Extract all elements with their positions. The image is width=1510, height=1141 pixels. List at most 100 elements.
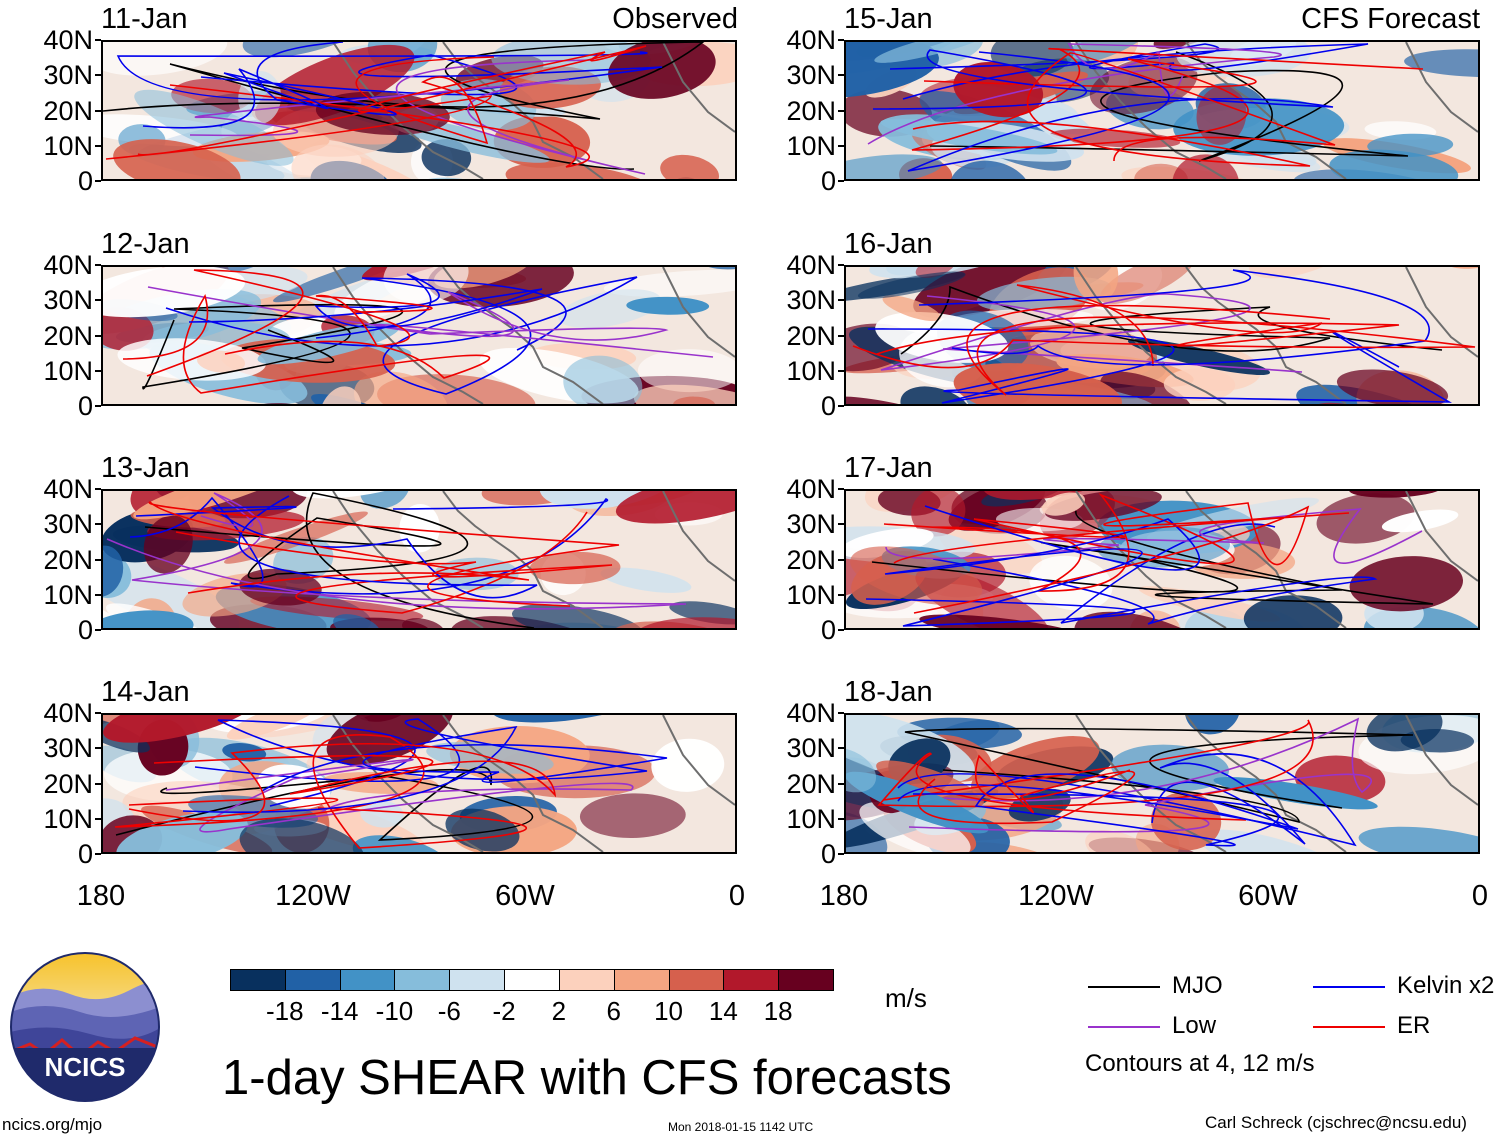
axis-tick (95, 558, 101, 561)
axis-tick (95, 747, 101, 750)
axis-tick (838, 782, 844, 785)
shear-field (103, 42, 735, 179)
panel-date-label: 18-Jan (844, 676, 933, 708)
colorbar-swatch (723, 969, 780, 991)
colorbar-level-label: -6 (437, 996, 461, 1026)
colorbar-level-label: -2 (492, 996, 516, 1026)
colorbar-level-label: -18 (266, 996, 304, 1026)
panel-date-label: 13-Jan (101, 452, 190, 484)
legend-label: Low (1172, 1012, 1217, 1039)
colorbar-swatch (504, 969, 560, 991)
colorbar-swatch (394, 969, 451, 991)
latitude-label: 0 (820, 839, 836, 869)
latitude-label: 10N (786, 355, 836, 386)
longitude-label: 180 (76, 880, 126, 912)
colorbar-level-label: 18 (763, 996, 793, 1026)
legend-note: Contours at 4, 12 m/s (1085, 1050, 1315, 1077)
contour-line (883, 493, 1235, 592)
longitude-label: 0 (728, 880, 746, 912)
latitude-label: 40N (786, 474, 836, 504)
latitude-label: 0 (820, 615, 836, 645)
contour-line (188, 273, 543, 339)
contour-line (135, 495, 538, 599)
contour-line (189, 59, 646, 175)
colorbar-swatch (558, 969, 615, 991)
latitude-label: 0 (77, 839, 93, 869)
legend-swatch (1088, 1026, 1160, 1028)
contour-line (128, 742, 557, 822)
contour-line (142, 303, 404, 390)
latitude-label: 0 (820, 166, 836, 196)
colorbar-unit: m/s (885, 983, 927, 1013)
contour-line (146, 269, 433, 377)
contour-line (852, 304, 1476, 396)
latitude-label: 20N (43, 320, 93, 351)
panel-date-label: 15-Jan (844, 3, 933, 35)
contour-line (142, 42, 397, 129)
latitude-label: 20N (786, 320, 836, 351)
chart-title: 1-day SHEAR with CFS forecasts (222, 1051, 952, 1105)
contour-line (865, 505, 1200, 627)
latitude-label: 40N (43, 698, 93, 728)
axis-tick (838, 299, 844, 302)
contour-line (103, 42, 705, 170)
latitude-label: 10N (786, 803, 836, 834)
colorbar-swatch (449, 969, 506, 991)
map-panel (844, 265, 1480, 406)
footer-timestamp: Mon 2018-01-15 1142 UTC (668, 1120, 814, 1134)
panel-date-label: 14-Jan (101, 676, 190, 708)
longitude-label: 60W (1238, 880, 1298, 912)
colorbar-swatch (339, 969, 396, 991)
axis-tick (95, 593, 101, 596)
latitude-label: 10N (43, 130, 93, 161)
contour-line (867, 328, 1453, 404)
cfs-forecast-label: CFS Forecast (1301, 3, 1480, 35)
coastline (1075, 42, 1478, 179)
map-panel (844, 489, 1480, 630)
contour-line (871, 510, 1434, 605)
legend-swatch (1313, 1026, 1385, 1028)
latitude-label: 40N (786, 698, 836, 728)
latitude-label: 0 (77, 166, 93, 196)
latitude-label: 40N (786, 250, 836, 280)
latitude-label: 20N (786, 95, 836, 126)
longitude-label: 120W (275, 880, 351, 912)
longitude-label: 180 (819, 880, 869, 912)
latitude-label: 10N (43, 803, 93, 834)
axis-tick (838, 74, 844, 77)
latitude-label: 30N (43, 733, 93, 764)
contour-line (912, 52, 1336, 167)
longitude-label: 120W (1018, 880, 1094, 912)
latitude-label: 20N (43, 95, 93, 126)
coastline (1075, 715, 1478, 852)
contour-line (105, 45, 647, 160)
contour-line (144, 492, 535, 628)
latitude-label: 0 (820, 391, 836, 421)
longitude-label: 0 (1471, 880, 1489, 912)
latitude-label: 10N (43, 579, 93, 610)
colorbar-swatch (284, 969, 341, 991)
panel-date-label: 16-Jan (844, 228, 933, 260)
contour-line (148, 501, 620, 607)
footer-url: ncics.org/mjo (2, 1115, 103, 1134)
axis-tick (95, 712, 101, 714)
axis-tick (838, 747, 844, 750)
legend-label: Kelvin x2 (1397, 972, 1495, 999)
contour-line (900, 285, 1443, 355)
axis-tick (838, 523, 844, 526)
colorbar-level-label: 6 (606, 996, 621, 1026)
contour-line (893, 502, 1350, 614)
contour-line (867, 43, 1282, 145)
axis-tick (95, 782, 101, 785)
map-panel (101, 489, 737, 630)
panel-date-label: 11-Jan (101, 3, 188, 35)
map-panel (101, 713, 737, 854)
axis-tick (95, 74, 101, 77)
latitude-label: 40N (43, 474, 93, 504)
contour-line (106, 492, 687, 610)
legend-swatch (1313, 986, 1385, 988)
axis-tick (95, 523, 101, 526)
logo-text: NCICS (45, 1052, 126, 1082)
shear-field (103, 491, 735, 628)
map-panel (844, 40, 1480, 181)
